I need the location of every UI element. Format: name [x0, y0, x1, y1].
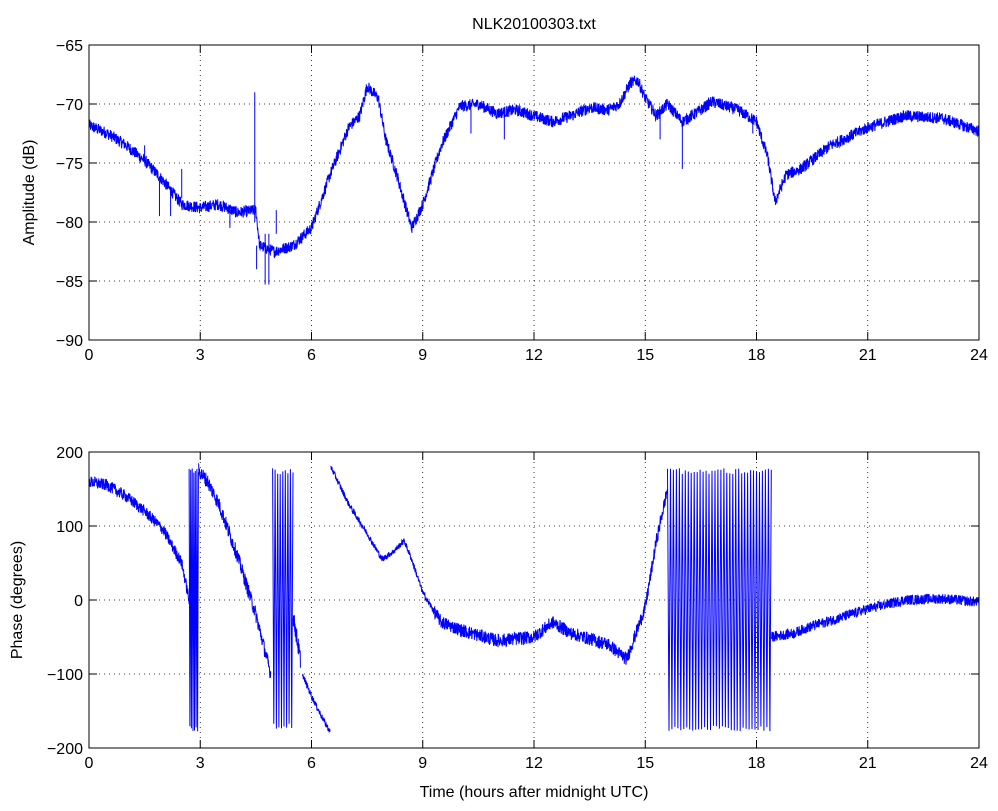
- amplitude-x-tick-label: 12: [525, 347, 543, 364]
- phase-x-axis-label: Time (hours after midnight UTC): [420, 784, 649, 801]
- amplitude-series-line: [89, 75, 979, 259]
- phase-series-line: [330, 465, 435, 615]
- amplitude-x-tick-label: 18: [748, 347, 766, 364]
- amplitude-x-tick-label: 15: [636, 347, 654, 364]
- amplitude-y-tick-label: −90: [56, 333, 83, 350]
- phase-axes: 0 3 6 9 12 15 18 21 24 −200 −100 0 100 200 Phase (degr…: [9, 445, 988, 801]
- phase-x-tick-label: 6: [307, 755, 316, 772]
- amplitude-y-axis-label: Amplitude (dB): [21, 140, 38, 246]
- phase-phase-wrap-band: [272, 468, 294, 729]
- amplitude-x-tick-label: 24: [970, 347, 988, 364]
- phase-series-line: [197, 463, 272, 679]
- amplitude-y-tick-label: −85: [56, 274, 83, 291]
- amplitude-x-tick-label: 3: [196, 347, 205, 364]
- phase-y-tick-label: 100: [56, 519, 83, 536]
- phase-x-tick-label: 15: [636, 755, 654, 772]
- amplitude-y-tick-label: −80: [56, 215, 83, 232]
- phase-x-tick-label: 21: [859, 755, 877, 772]
- phase-y-axis-label: Phase (degrees): [9, 541, 26, 659]
- phase-phase-wrap-band: [188, 468, 199, 732]
- phase-phase-wrap-band: [667, 468, 772, 732]
- amplitude-x-tick-label: 0: [85, 347, 94, 364]
- phase-x-tick-label: 0: [85, 755, 94, 772]
- amplitude-x-tick-label: 6: [307, 347, 316, 364]
- amplitude-y-tick-label: −75: [56, 156, 83, 173]
- amplitude-x-tick-label: 21: [859, 347, 877, 364]
- phase-x-tick-label: 18: [748, 755, 766, 772]
- amplitude-x-tick-label: 9: [418, 347, 427, 364]
- phase-series-line: [89, 476, 190, 605]
- amplitude-axes: 0 3 6 9 12 15 18 21 24 −90 −85 −80 −75 −70 −65 Amplitud…: [21, 38, 988, 364]
- phase-x-tick-label: 24: [970, 755, 988, 772]
- phase-x-tick-label: 3: [196, 755, 205, 772]
- phase-series-line: [770, 593, 979, 642]
- phase-y-tick-label: −200: [47, 741, 83, 758]
- phase-y-tick-label: 0: [74, 593, 83, 610]
- phase-y-tick-label: −100: [47, 667, 83, 684]
- phase-x-tick-label: 9: [418, 755, 427, 772]
- amplitude-y-tick-label: −65: [56, 38, 83, 55]
- phase-y-tick-label: 200: [56, 445, 83, 462]
- amplitude-y-tick-label: −70: [56, 97, 83, 114]
- figure-title: NLK20100303.txt: [472, 16, 596, 33]
- phase-series-line: [301, 673, 331, 733]
- phase-x-tick-label: 12: [525, 755, 543, 772]
- phase-series-line: [433, 488, 668, 665]
- phase-series-line: [292, 615, 301, 668]
